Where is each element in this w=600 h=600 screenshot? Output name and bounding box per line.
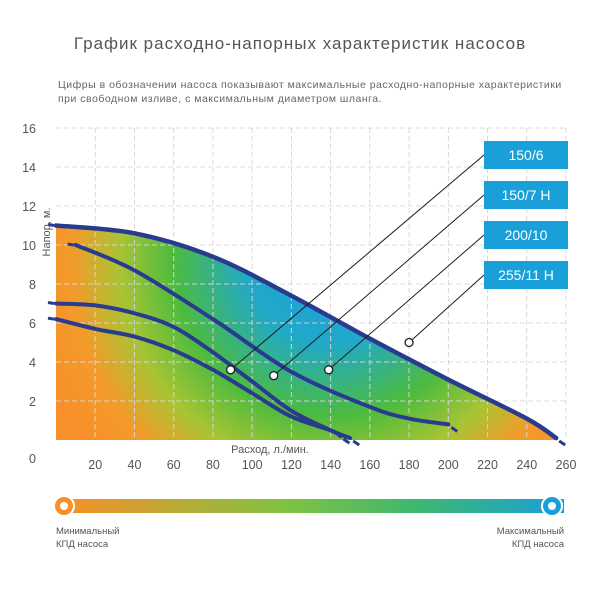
chart-title: График расходно-напорных характеристик н…: [73, 34, 527, 53]
series-label-box-2: [484, 221, 568, 249]
x-tick-label-4: 100: [242, 458, 263, 472]
y-tick-label-7: 14: [22, 161, 36, 175]
callout-leader-3: [408, 274, 485, 343]
y-tick-label-4: 8: [29, 278, 36, 292]
legend-min-marker-dot: [60, 502, 68, 510]
chart-grid: [56, 127, 567, 440]
y-tick-label-2: 4: [29, 356, 36, 370]
legend-max-line-2: КПД насоса: [511, 539, 564, 550]
curve-start-dash-3: [47, 223, 55, 227]
x-axis-label: Расход, л./мин.: [231, 444, 309, 456]
curve-end-dash-3: [558, 439, 567, 447]
x-tick-label-10: 220: [477, 458, 498, 472]
curve-start-dash-1: [47, 301, 55, 305]
pump-curves: [47, 223, 567, 447]
curve-1: [54, 301, 353, 441]
series-label-box-0: [484, 141, 568, 169]
y-tick-label-0: 0: [29, 452, 36, 466]
subtitle-line-2: при свободном изливе, с максимальным диа…: [58, 93, 382, 105]
x-tick-label-9: 200: [438, 458, 459, 472]
legend-min-line-2: КПД насоса: [56, 539, 109, 550]
curve-start-dash-0: [47, 316, 55, 321]
legend-max-marker-dot: [548, 502, 556, 510]
callout-anchor-0: [225, 365, 236, 375]
y-tick-label-3: 6: [29, 317, 36, 331]
curve-2: [73, 243, 451, 427]
legend-max-label: Максимальный КПД насоса: [497, 525, 564, 551]
x-tick-label-11: 240: [516, 458, 537, 472]
efficiency-legend: [53, 495, 564, 517]
series-label-0: 150/6: [508, 147, 543, 163]
x-tick-label-2: 60: [167, 458, 181, 472]
x-tick-label-1: 40: [128, 458, 142, 472]
series-label-3: 255/11 Н: [498, 267, 554, 283]
x-tick-label-12: 260: [556, 458, 577, 472]
legend-min-label: Минимальный КПД насоса: [56, 525, 119, 551]
x-tick-label-0: 20: [88, 458, 102, 472]
curve-end-dash-2: [450, 426, 459, 433]
curve-end-dash-0: [342, 437, 351, 445]
callout-leader-1: [273, 194, 485, 377]
x-tick-label-8: 180: [399, 458, 420, 472]
y-tick-label-8: 16: [22, 122, 36, 136]
efficiency-area: [56, 225, 557, 440]
x-tick-label-3: 80: [206, 458, 220, 472]
callout-leader-2: [328, 234, 485, 371]
x-tick-label-6: 140: [320, 458, 341, 472]
chart-axes: 20 40 60 80 100 120 140 160 180 200 220 240 260 0 2 4 6 8…: [22, 122, 576, 472]
callout-anchor-1: [269, 370, 279, 381]
curve-3: [53, 223, 559, 441]
x-tick-label-7: 160: [359, 458, 380, 472]
legend-max-line-1: Максимальный: [496, 526, 564, 537]
chart-subtitle: Цифры в обозначении насоса показывают ма…: [58, 78, 588, 106]
callout-anchor-2: [324, 365, 334, 375]
series-label-2: 200/10: [505, 227, 548, 243]
x-tick-label-5: 120: [281, 458, 302, 472]
curve-start-dash-2: [67, 242, 74, 247]
y-tick-label-6: 12: [22, 200, 36, 214]
legend-min-line-1: Минимальный: [56, 526, 120, 537]
callout-leader-0: [230, 154, 485, 371]
series-label-box-1: [484, 181, 568, 209]
series-label-1: 150/7 Н: [501, 187, 550, 203]
subtitle-line-1: Цифры в обозначении насоса показывают ма…: [58, 79, 562, 91]
y-tick-label-5: 10: [22, 239, 36, 253]
y-axis-label: Напор, м.: [41, 208, 53, 257]
curve-end-dash-1: [352, 439, 361, 447]
series-label-box-3: [484, 261, 568, 289]
legend-gradient-bar: [62, 499, 564, 513]
callout-anchor-3: [404, 337, 414, 348]
series-callouts: 150/6 150/7 Н 200/10 255/11 Н: [225, 141, 568, 381]
y-tick-label-1: 2: [29, 395, 36, 409]
